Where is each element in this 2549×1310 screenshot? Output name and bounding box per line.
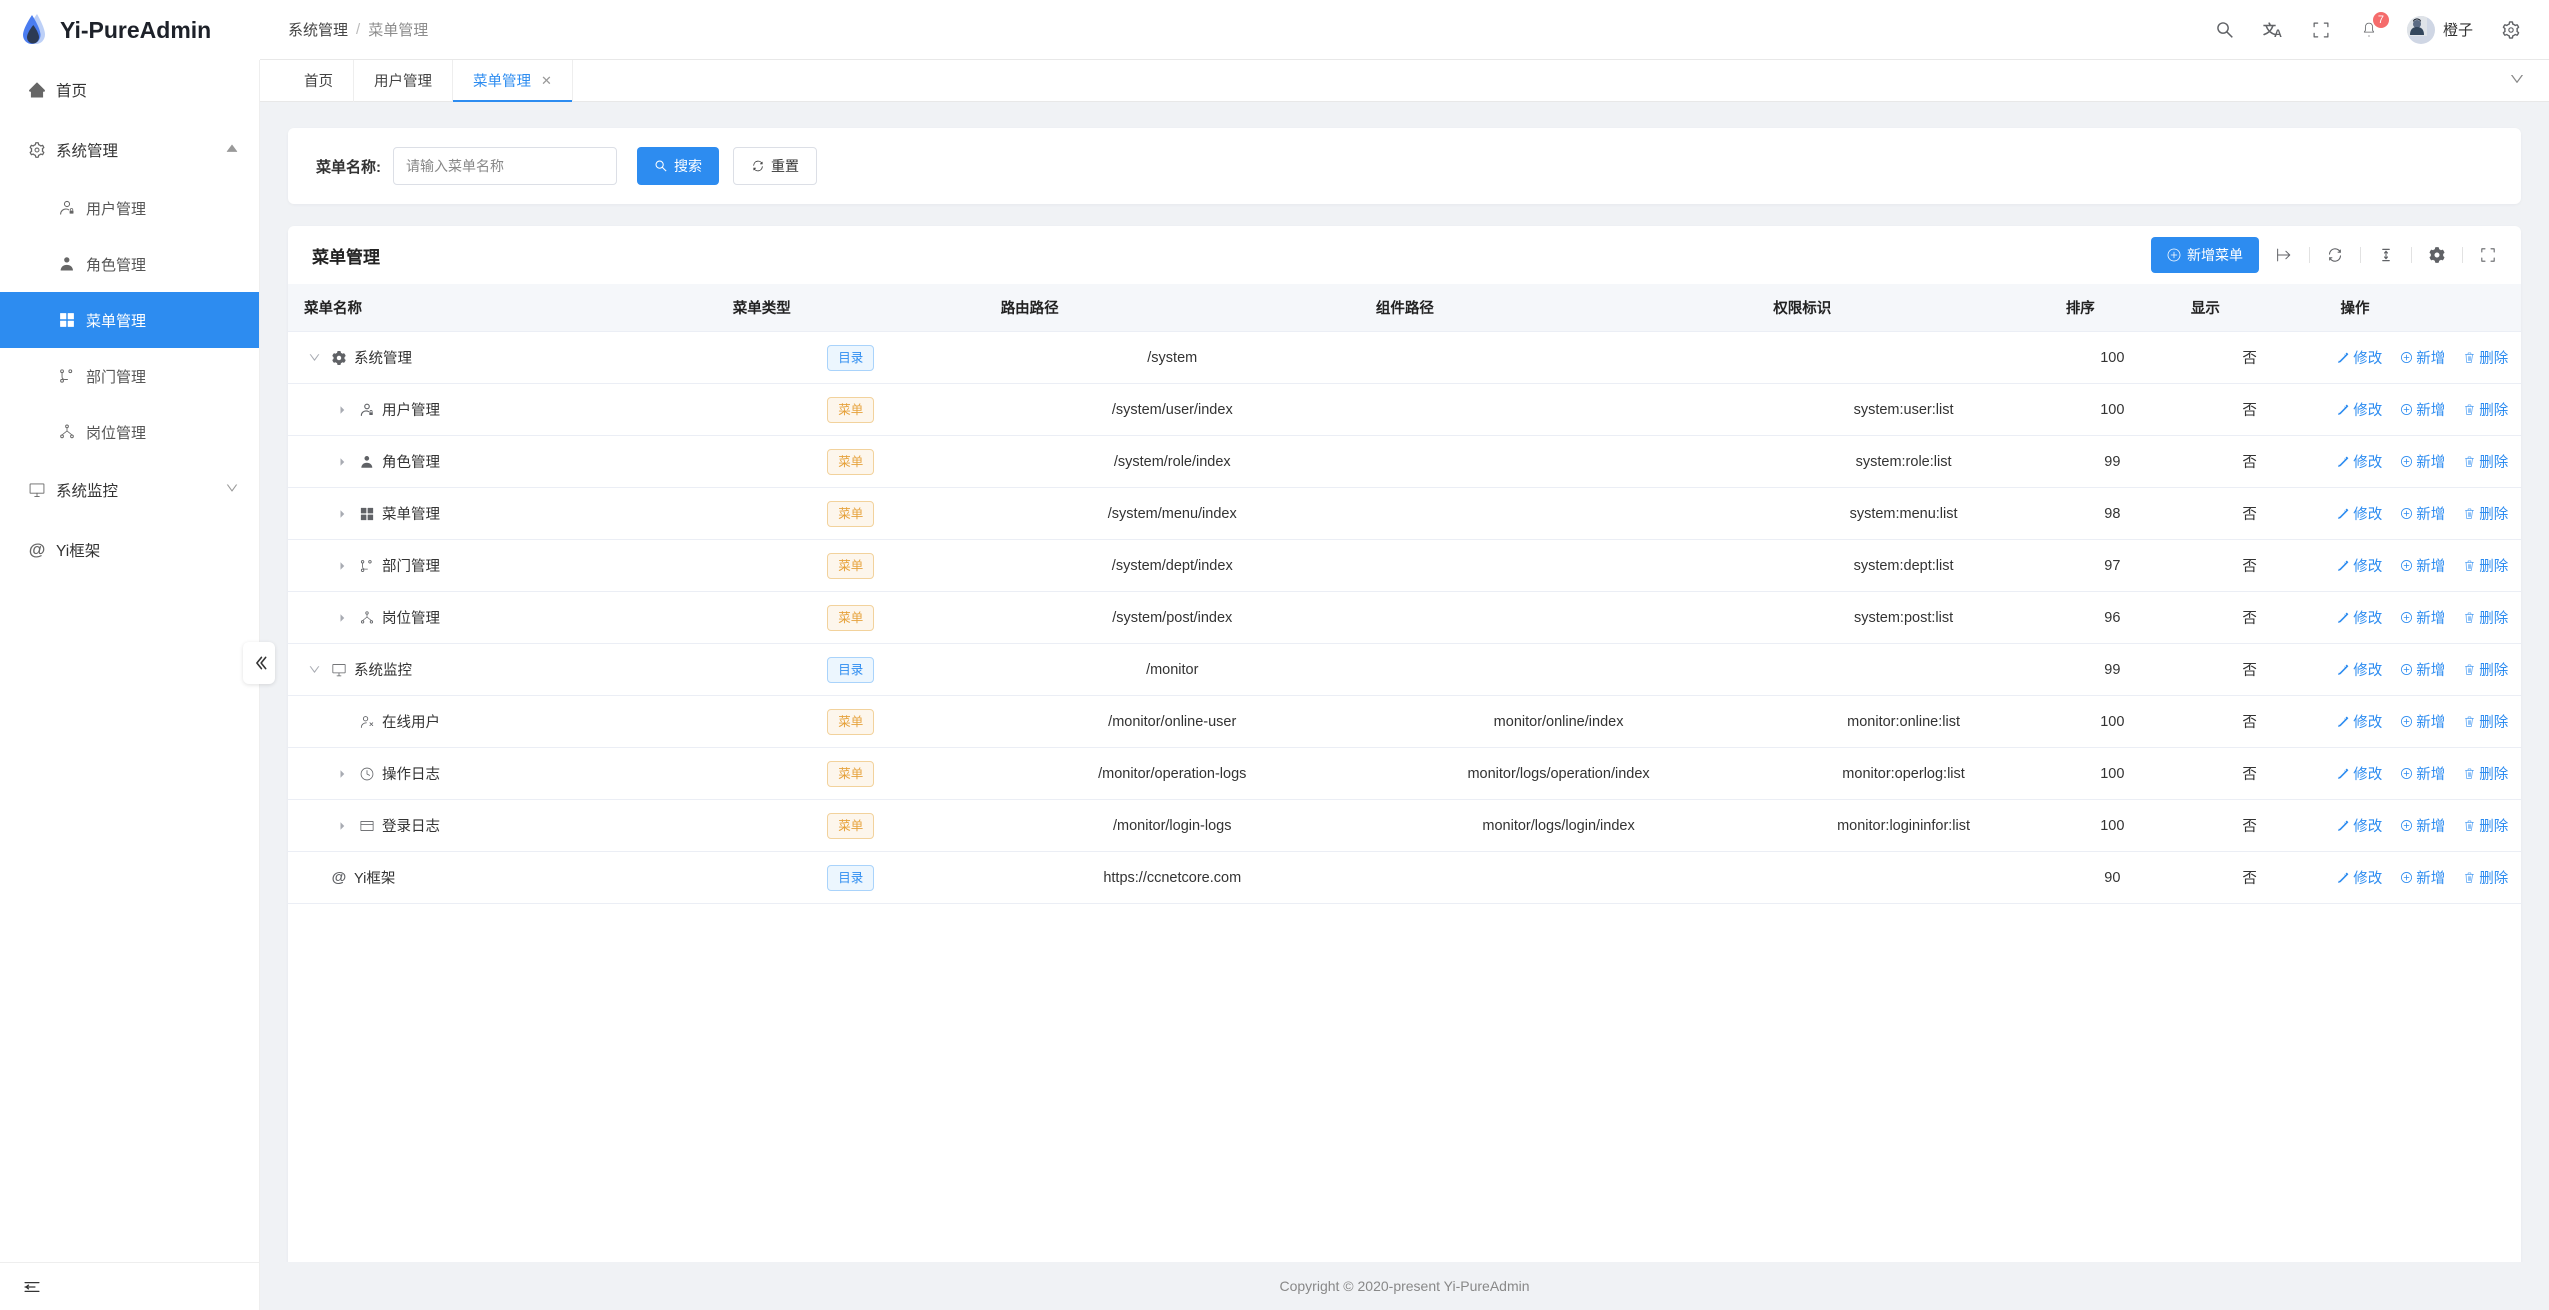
svg-text:A: A [2274, 28, 2282, 40]
